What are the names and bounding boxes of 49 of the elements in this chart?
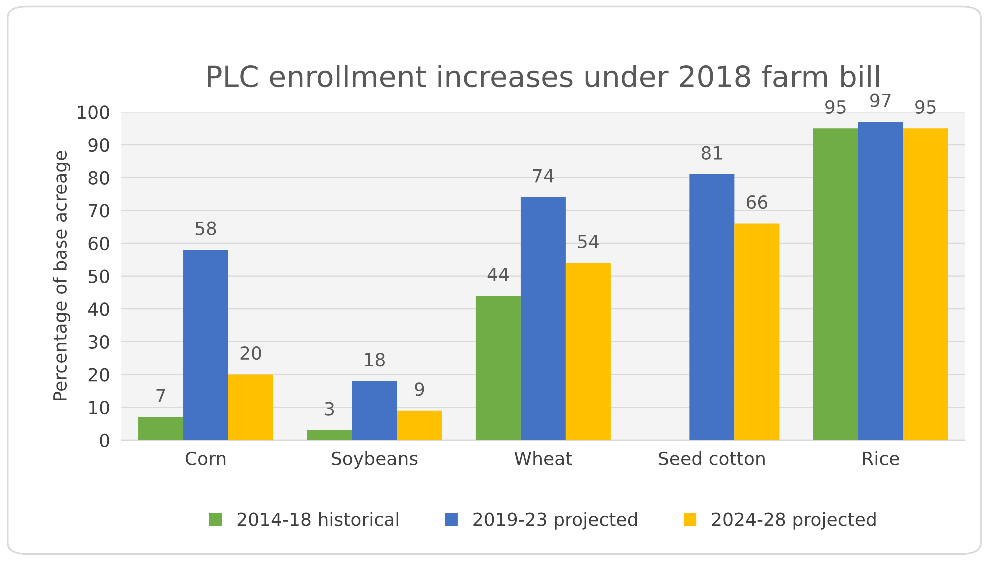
bar (228, 374, 274, 440)
y-tick-label: 10 (90, 401, 110, 415)
data-label: 66 (746, 196, 768, 210)
chart-title: PLC enrollment increases under 2018 farm bill (208, 65, 879, 88)
data-label: 44 (488, 268, 509, 282)
bar (734, 224, 780, 440)
data-label: 58 (196, 222, 216, 236)
bar (138, 417, 184, 440)
y-tick-label: 50 (88, 270, 110, 284)
data-label: 20 (240, 346, 262, 360)
bar (397, 410, 442, 440)
y-tick-label: 60 (88, 236, 110, 251)
y-tick-label: 100 (78, 106, 110, 120)
data-label: 18 (365, 353, 385, 367)
legend-label: 2019-23 projected (474, 512, 638, 530)
bar (352, 381, 398, 440)
y-tick-label: 30 (88, 335, 110, 350)
data-label: 81 (702, 146, 722, 160)
bar (566, 263, 611, 440)
y-tick-label: 40 (88, 302, 110, 316)
bar (520, 198, 566, 440)
data-label: 97 (870, 94, 891, 108)
y-tick-label: 70 (89, 204, 110, 218)
bar (476, 296, 521, 440)
bar (184, 250, 229, 440)
y-tick-label: 20 (88, 368, 110, 382)
bar (858, 122, 904, 440)
bar (903, 128, 948, 440)
legend-label: 2024-28 projected (712, 512, 876, 530)
data-label: 95 (916, 100, 936, 114)
x-tick-label: Corn (186, 452, 226, 466)
x-tick-label: Soybeans (332, 451, 418, 469)
data-label: 95 (826, 100, 846, 114)
data-label: 54 (578, 235, 599, 249)
bar (813, 128, 858, 440)
data-label: 7 (156, 389, 166, 403)
y-axis-title: Percentage of base acreage (53, 151, 71, 401)
x-tick-label: Seed cotton (659, 451, 765, 466)
data-label: 74 (533, 170, 554, 183)
x-tick-label: Wheat (514, 451, 572, 466)
bar (307, 430, 352, 440)
y-tick-label: 90 (88, 138, 110, 152)
data-label: 3 (325, 402, 334, 416)
legend-label: 2014-18 historical (238, 512, 398, 526)
y-tick-label: 80 (88, 171, 110, 185)
x-tick-label: Rice (863, 451, 900, 466)
bar (690, 174, 735, 440)
y-tick-label: 0 (100, 434, 110, 448)
data-label: 9 (415, 382, 424, 396)
